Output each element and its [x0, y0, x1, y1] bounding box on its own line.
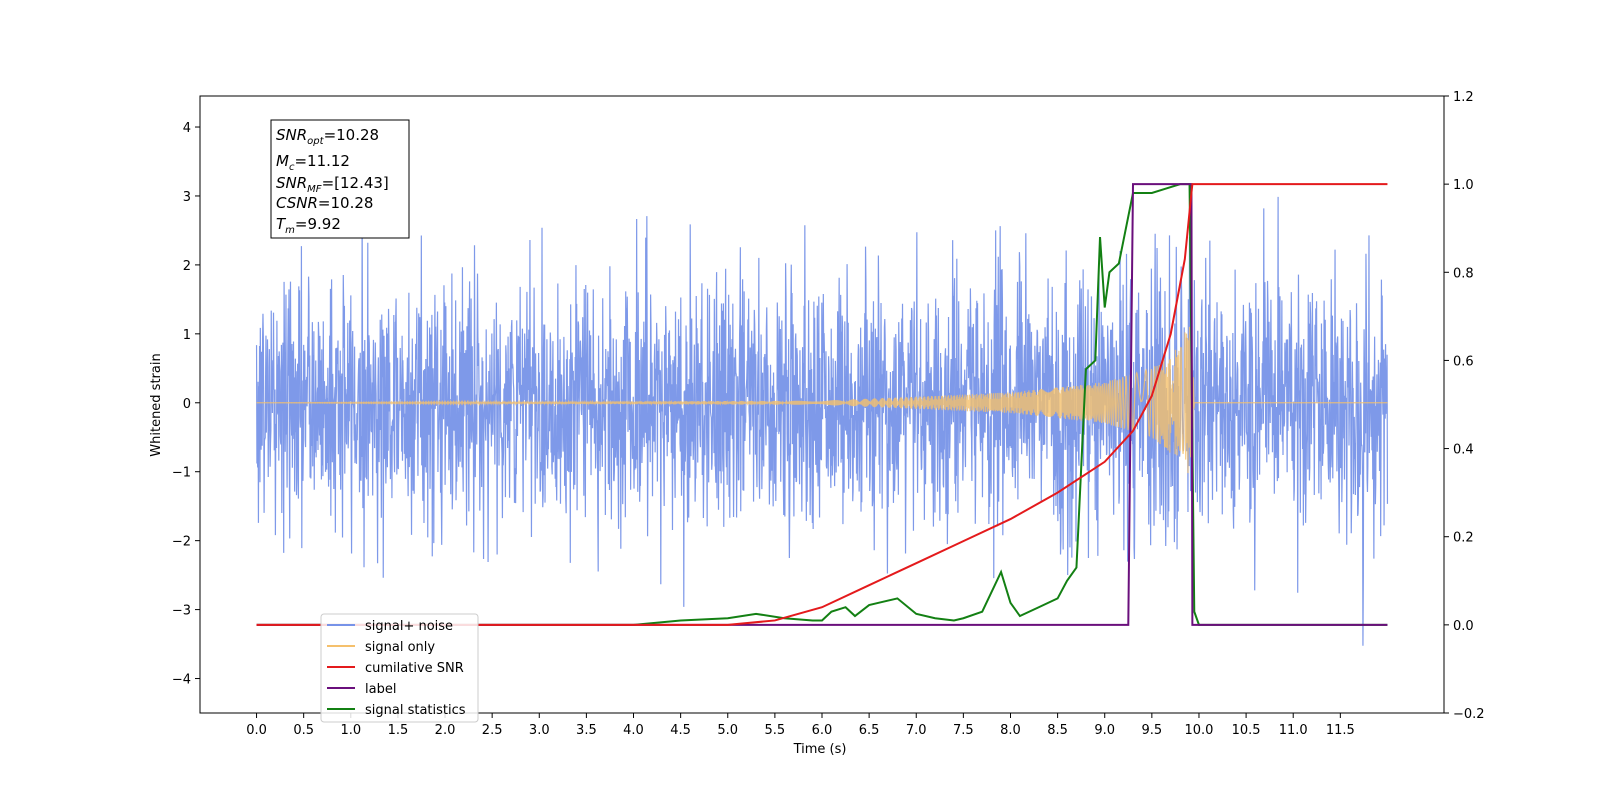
legend: signal+ noise signal only cumilative SNR… [320, 613, 479, 723]
x-tick-label: 7.5 [953, 723, 974, 738]
x-tick-label: 9.0 [1094, 723, 1115, 738]
x-tick-label: 4.5 [670, 723, 691, 738]
info-box: SNRopt=10.28 Mc=11.12 SNRMF=[12.43] CSNR… [270, 119, 410, 239]
x-tick-label: 1.5 [388, 723, 409, 738]
legend-frame [320, 613, 479, 723]
y2-tick-label: 0.8 [1453, 266, 1474, 281]
x-tick-label: 3.0 [529, 723, 550, 738]
y2-tick-label: 0.6 [1453, 354, 1474, 369]
info-mc: Mc=11.12 [276, 152, 350, 173]
legend-label-signal-only: signal only [365, 640, 435, 655]
x-tick-label: 2.5 [482, 723, 503, 738]
x-tick-label: 11.0 [1279, 723, 1308, 738]
x-tick-label: 0.0 [246, 723, 267, 738]
info-box-frame [270, 119, 410, 239]
y-tick-label: −1 [172, 466, 191, 481]
series-signal-statistics [256, 183, 1388, 626]
info-csnr: CSNR=10.28 [276, 194, 373, 212]
x-tick-label: 0.5 [293, 723, 314, 738]
legend-label-signal-noise: signal+ noise [365, 619, 453, 634]
y2-tick-label: 1.0 [1453, 178, 1474, 193]
x-tick-label: 10.0 [1184, 723, 1213, 738]
y-tick-label: −2 [172, 535, 191, 550]
y-tick-label: 4 [183, 121, 191, 136]
x-tick-label: 6.5 [859, 723, 880, 738]
x-tick-label: 3.5 [576, 723, 597, 738]
series-label [256, 183, 1388, 626]
series-signal-noise [255, 196, 1389, 646]
y-tick-label: 2 [183, 259, 191, 274]
x-tick-label: 11.5 [1326, 723, 1355, 738]
x-tick-label: 9.5 [1142, 723, 1163, 738]
y2-tick-label: 0.4 [1453, 443, 1474, 458]
y-tick-label: 1 [183, 328, 191, 343]
legend-label-signal-statistics: signal statistics [365, 703, 466, 718]
info-tm: Tm=9.92 [276, 215, 341, 236]
x-tick-label: 6.0 [812, 723, 833, 738]
y-tick-label: −3 [172, 604, 191, 619]
info-snr-mf: SNRMF=[12.43] [276, 174, 389, 195]
y2-tick-label: −0.2 [1453, 707, 1485, 722]
series-layer [255, 183, 1389, 646]
legend-label-cumulative-snr: cumilative SNR [365, 661, 464, 676]
axes-layer: 0.0 0.5 1.0 1.5 2.0 2.5 3.0 3.5 4.0 4.5 5.0 5.5 6.0 6… [172, 90, 1485, 738]
x-tick-label: 4.0 [623, 723, 644, 738]
y2-tick-label: 0.2 [1453, 531, 1474, 546]
info-snr-opt: SNRopt=10.28 [276, 126, 379, 147]
x-tick-label: 7.0 [906, 723, 927, 738]
x-tick-label: 8.0 [1000, 723, 1021, 738]
legend-label-label: label [365, 682, 396, 697]
x-tick-label: 8.5 [1047, 723, 1068, 738]
y-tick-label: 0 [183, 397, 191, 412]
y-tick-label: −4 [172, 673, 191, 688]
y-axis-label: Whitened strain [149, 353, 164, 456]
x-tick-label: 10.5 [1232, 723, 1261, 738]
series-signal-only [256, 326, 1388, 474]
x-tick-label: 1.0 [340, 723, 361, 738]
series-cumulative-snr [256, 183, 1388, 626]
y2-tick-label: 1.2 [1453, 90, 1474, 105]
y-tick-label: 3 [183, 190, 191, 205]
y2-tick-label: 0.0 [1453, 619, 1474, 634]
x-tick-label: 5.0 [717, 723, 738, 738]
x-axis-label: Time (s) [793, 742, 847, 757]
x-tick-label: 5.5 [765, 723, 786, 738]
x-tick-label: 2.0 [435, 723, 456, 738]
